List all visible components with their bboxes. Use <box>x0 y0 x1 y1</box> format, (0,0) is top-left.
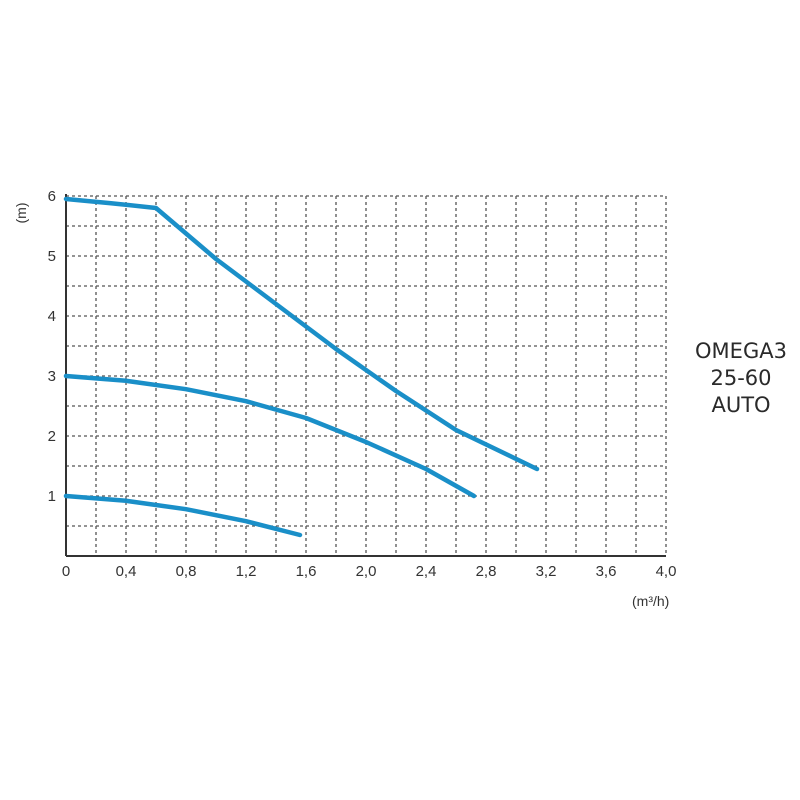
series-line-2 <box>63 373 477 499</box>
series <box>63 196 540 538</box>
y-tick-label: 2 <box>48 428 56 445</box>
series-line-1 <box>63 196 540 472</box>
y-tick-labels: 1 2 3 4 5 6 <box>48 188 56 505</box>
x-axis-label: (m³/h) <box>632 593 669 609</box>
x-tick-label: 2,4 <box>416 563 437 580</box>
x-tick-label: 2,8 <box>476 563 497 580</box>
x-tick-label: 0 <box>62 563 70 580</box>
grid <box>66 195 667 556</box>
y-tick-label: 5 <box>48 248 56 265</box>
y-tick-label: 6 <box>48 188 56 205</box>
x-tick-label: 0,8 <box>176 563 197 580</box>
y-axis-label: (m) <box>13 203 29 224</box>
x-tick-label: 3,2 <box>536 563 557 580</box>
axes <box>65 194 666 557</box>
x-tick-label: 2,0 <box>356 563 377 580</box>
y-tick-label: 4 <box>48 308 56 325</box>
y-tick-label: 3 <box>48 368 56 385</box>
model-annotation: OMEGA3 25-60 AUTO <box>695 339 787 417</box>
y-tick-label: 1 <box>48 488 56 505</box>
series-line-3 <box>63 493 303 538</box>
model-line-2: 25-60 <box>710 366 771 390</box>
x-tick-label: 0,4 <box>116 563 137 580</box>
x-tick-label: 1,6 <box>296 563 317 580</box>
model-line-3: AUTO <box>711 393 770 417</box>
x-tick-labels: 0 0,4 0,8 1,2 1,6 2,0 2,4 2,8 3,2 3,6 4,0 <box>62 563 677 580</box>
x-tick-label: 4,0 <box>656 563 677 580</box>
model-line-1: OMEGA3 <box>695 339 787 363</box>
x-tick-label: 3,6 <box>596 563 617 580</box>
x-tick-label: 1,2 <box>236 563 257 580</box>
